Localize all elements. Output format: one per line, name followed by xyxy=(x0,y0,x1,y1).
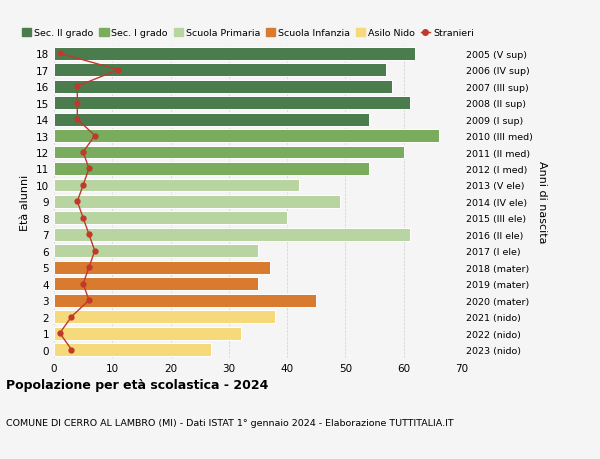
Bar xyxy=(54,343,211,356)
Legend: Sec. II grado, Sec. I grado, Scuola Primaria, Scuola Infanzia, Asilo Nido, Stran: Sec. II grado, Sec. I grado, Scuola Prim… xyxy=(22,29,474,38)
Text: COMUNE DI CERRO AL LAMBRO (MI) - Dati ISTAT 1° gennaio 2024 - Elaborazione TUTTI: COMUNE DI CERRO AL LAMBRO (MI) - Dati IS… xyxy=(6,418,454,427)
Bar xyxy=(54,179,299,192)
Y-axis label: Anni di nascita: Anni di nascita xyxy=(537,161,547,243)
Bar xyxy=(54,294,316,307)
Bar xyxy=(54,327,241,340)
Bar xyxy=(54,212,287,225)
Bar xyxy=(54,113,369,126)
Text: Popolazione per età scolastica - 2024: Popolazione per età scolastica - 2024 xyxy=(6,379,268,392)
Bar xyxy=(54,196,340,208)
Bar xyxy=(54,261,269,274)
Bar xyxy=(54,229,410,241)
Bar xyxy=(54,97,410,110)
Bar xyxy=(54,48,415,61)
Bar xyxy=(54,146,404,159)
Bar xyxy=(54,245,258,257)
Bar xyxy=(54,278,258,291)
Bar xyxy=(54,162,369,175)
Bar xyxy=(54,130,439,143)
Bar xyxy=(54,81,392,93)
Y-axis label: Età alunni: Età alunni xyxy=(20,174,31,230)
Bar xyxy=(54,311,275,323)
Bar xyxy=(54,64,386,77)
